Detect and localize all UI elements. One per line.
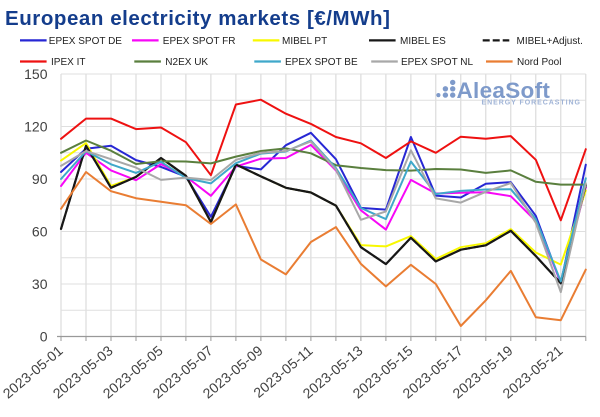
svg-text:120: 120 — [24, 118, 48, 134]
svg-text:0: 0 — [40, 328, 48, 344]
svg-text:90: 90 — [32, 171, 48, 187]
svg-text:60: 60 — [32, 223, 48, 239]
svg-text:Nord Pool: Nord Pool — [517, 57, 561, 68]
svg-text:EPEX SPOT DE: EPEX SPOT DE — [49, 36, 123, 47]
svg-text:AleaSoft: AleaSoft — [457, 78, 551, 103]
svg-text:European electricity markets [: European electricity markets [€/MWh] — [5, 7, 391, 30]
svg-text:EPEX SPOT BE: EPEX SPOT BE — [285, 57, 358, 68]
svg-text:IPEX IT: IPEX IT — [51, 57, 85, 68]
svg-text:30: 30 — [32, 276, 48, 292]
svg-text:MIBEL ES: MIBEL ES — [400, 36, 446, 47]
svg-text:MIBEL PT: MIBEL PT — [282, 36, 327, 47]
svg-text:MIBEL+Adjust.: MIBEL+Adjust. — [517, 36, 583, 47]
svg-text:EPEX SPOT NL: EPEX SPOT NL — [401, 57, 474, 68]
svg-text:ENERGY FORECASTING: ENERGY FORECASTING — [482, 100, 581, 107]
svg-text:150: 150 — [24, 66, 48, 82]
svg-text:N2EX UK: N2EX UK — [165, 57, 208, 68]
svg-text:EPEX SPOT FR: EPEX SPOT FR — [163, 36, 236, 47]
